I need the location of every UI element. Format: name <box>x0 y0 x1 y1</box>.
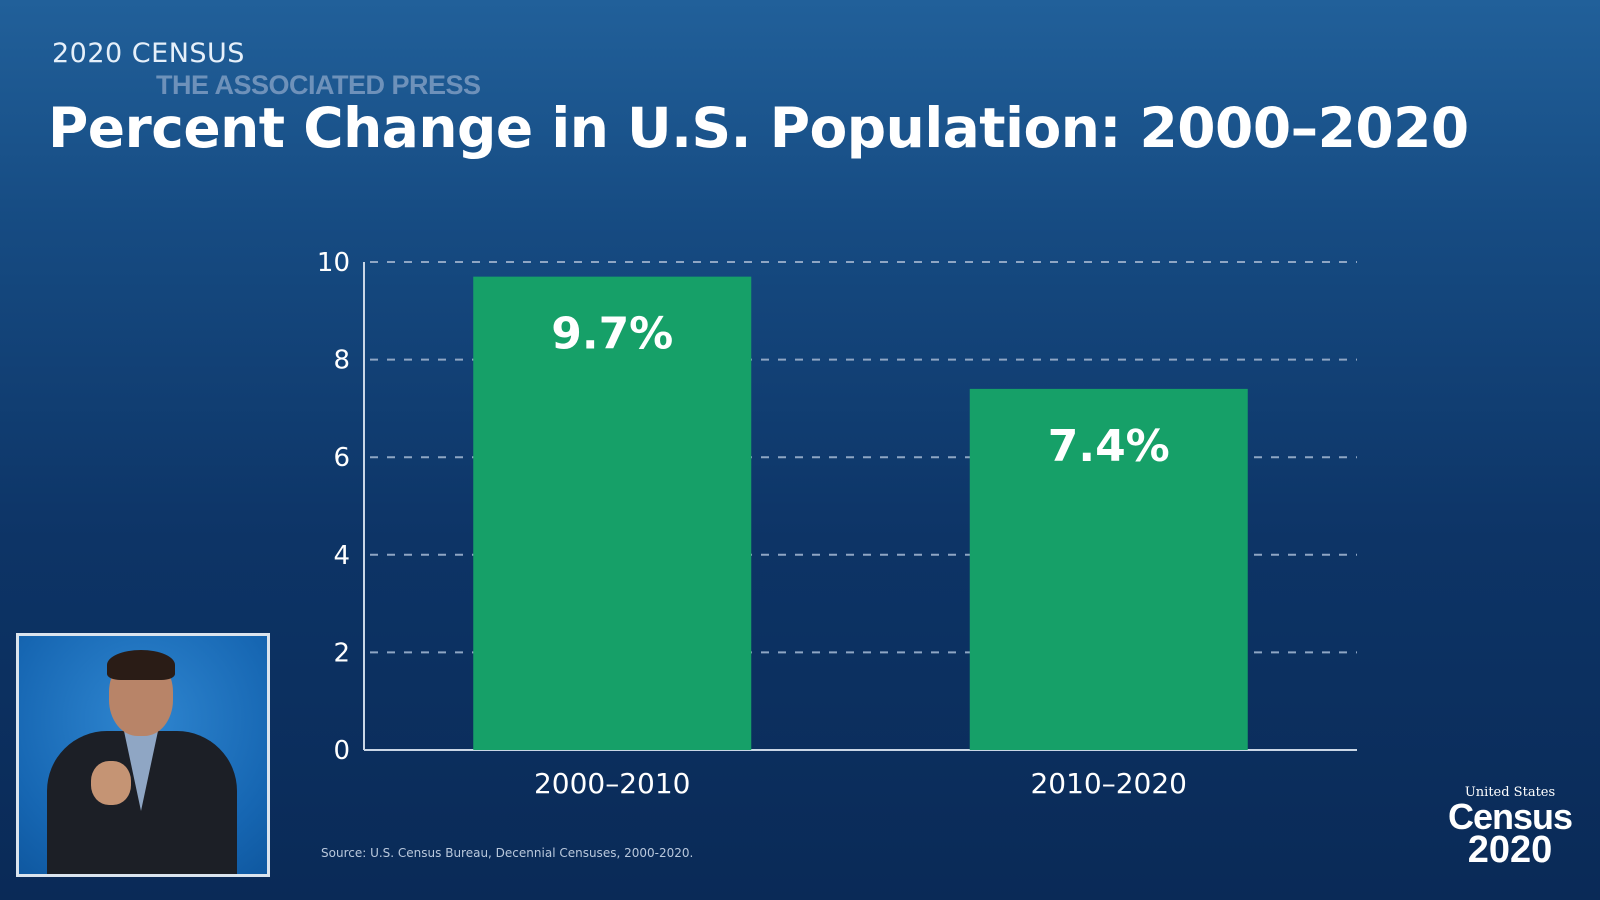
data-label: 9.7% <box>551 309 673 360</box>
y-tick-label: 4 <box>333 541 350 571</box>
x-tick-label: 2010–2020 <box>1030 767 1187 800</box>
x-tick-label: 2000–2010 <box>534 767 691 800</box>
source-note: Source: U.S. Census Bureau, Decennial Ce… <box>321 846 694 860</box>
bar <box>473 276 752 750</box>
y-tick-label: 0 <box>333 736 350 766</box>
y-tick-label: 10 <box>317 248 350 278</box>
bar <box>969 388 1248 750</box>
y-tick-label: 2 <box>333 638 350 668</box>
page-title: Percent Change in U.S. Population: 2000–… <box>48 96 1469 160</box>
watermark: THE ASSOCIATED PRESS <box>156 70 481 100</box>
logo-mid: Census <box>1447 796 1573 837</box>
census-logo: United States Census 2020 <box>1440 786 1580 869</box>
logo-top: United States <box>1464 785 1556 800</box>
data-label: 7.4% <box>1048 421 1170 472</box>
y-tick-label: 6 <box>333 443 350 473</box>
kicker: 2020 CENSUS <box>52 38 245 69</box>
sign-language-interpreter-video <box>16 633 270 877</box>
y-tick-label: 8 <box>333 346 350 376</box>
logo-year: 2020 <box>1467 829 1553 871</box>
